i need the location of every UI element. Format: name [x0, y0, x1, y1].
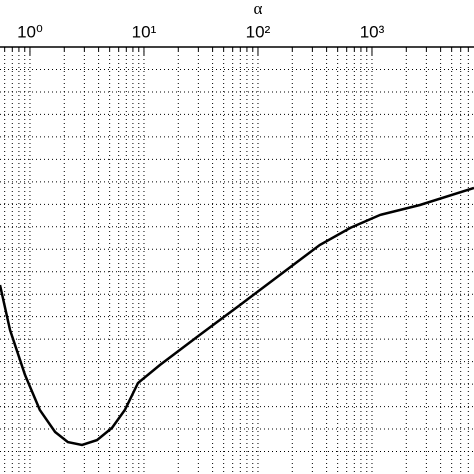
x-tick-label: 10⁰ [17, 22, 43, 41]
x-tick-label: 10² [246, 22, 271, 41]
x-tick-label: 10³ [360, 22, 385, 41]
x-axis-label: α [254, 0, 263, 18]
x-tick-label: 10¹ [132, 22, 157, 41]
line [0, 186, 474, 447]
